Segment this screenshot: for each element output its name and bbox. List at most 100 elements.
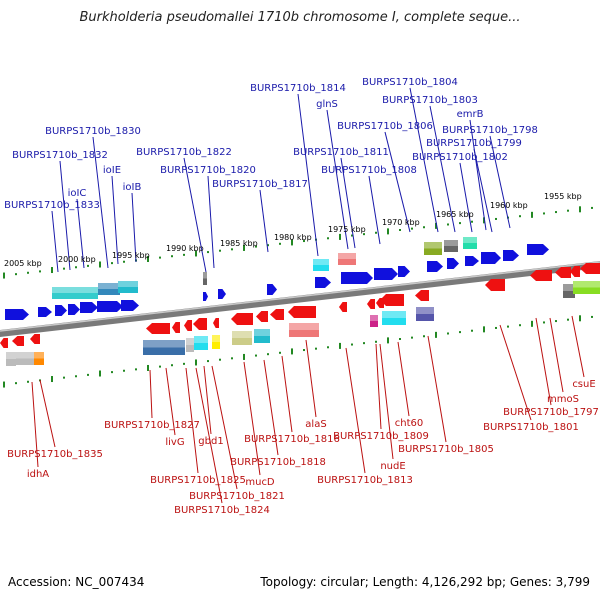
gene-label-alas[interactable]: alaS [305,419,326,430]
gene-label-burps1710b-1813[interactable]: BURPS1710b_1813 [317,475,413,486]
feature-block[interactable] [212,335,220,349]
gene-label-ioie[interactable]: ioIE [103,165,121,176]
gene-arrow[interactable] [193,318,207,330]
gene-arrow[interactable] [398,266,410,277]
gene-arrow[interactable] [341,272,373,284]
gene-arrow[interactable] [380,294,404,306]
gene-label-burps1710b-1797[interactable]: BURPS1710b_1797 [503,407,599,418]
gene-label-burps1710b-1816[interactable]: BURPS1710b_1816 [244,434,340,445]
gene-label-burps1710b-1822[interactable]: BURPS1710b_1822 [136,147,232,158]
gene-label-burps1710b-1814[interactable]: BURPS1710b_1814 [250,83,346,94]
gene-arrow[interactable] [288,306,316,318]
gene-label-burps1710b-1835[interactable]: BURPS1710b_1835 [7,449,103,460]
gene-label-burps1710b-1811[interactable]: BURPS1710b_1811 [293,147,389,158]
feature-block[interactable] [52,287,98,299]
gene-arrow[interactable] [427,261,443,272]
gene-label-burps1710b-1817[interactable]: BURPS1710b_1817 [212,179,308,190]
gene-label-burps1710b-1799[interactable]: BURPS1710b_1799 [426,138,522,149]
gene-label-burps1710b-1798[interactable]: BURPS1710b_1798 [442,125,538,136]
gene-arrow[interactable] [527,244,549,255]
feature-block[interactable] [118,281,138,293]
gene-label-livg[interactable]: livG [165,437,184,448]
gene-label-burps1710b-1832[interactable]: BURPS1710b_1832 [12,150,108,161]
gene-arrow[interactable] [38,307,52,317]
gene-arrow[interactable] [315,277,331,288]
gene-arrow[interactable] [80,302,98,313]
gene-label-burps1710b-1833[interactable]: BURPS1710b_1833 [4,200,100,211]
gene-label-idha[interactable]: idhA [27,469,49,480]
gene-arrow[interactable] [485,279,505,291]
gene-label-burps1710b-1803[interactable]: BURPS1710b_1803 [382,95,478,106]
gene-label-burps1710b-1808[interactable]: BURPS1710b_1808 [321,165,417,176]
gene-arrow[interactable] [146,323,170,334]
gene-label-burps1710b-1830[interactable]: BURPS1710b_1830 [45,126,141,137]
gene-label-cht60[interactable]: cht60 [395,418,423,429]
gene-arrow[interactable] [231,313,253,325]
gene-arrow[interactable] [580,263,600,274]
gene-label-ioic[interactable]: ioIC [68,188,87,199]
gene-label-burps1710b-1821[interactable]: BURPS1710b_1821 [189,491,285,502]
gene-arrow[interactable] [213,318,219,328]
gene-arrow[interactable] [339,302,347,312]
gene-arrow[interactable] [97,301,123,312]
gene-arrow[interactable] [570,266,580,277]
gene-label-gbd1[interactable]: gbd1 [198,436,223,447]
feature-block[interactable] [573,281,600,294]
gene-arrow[interactable] [415,290,429,301]
feature-block[interactable] [203,272,207,285]
feature-block[interactable] [34,352,44,365]
gene-arrow[interactable] [121,300,139,311]
gene-label-ioib[interactable]: ioIB [123,182,142,193]
gene-arrow[interactable] [270,309,284,320]
gene-label-glns[interactable]: glnS [316,99,338,110]
feature-block[interactable] [382,311,406,325]
feature-block[interactable] [143,340,185,355]
gene-arrow[interactable] [374,268,398,280]
feature-block[interactable] [254,329,270,343]
gene-label-burps1710b-1809[interactable]: BURPS1710b_1809 [333,431,429,442]
gene-arrow[interactable] [218,289,226,299]
feature-block[interactable] [232,331,252,345]
gene-arrow[interactable] [530,270,552,281]
gene-arrow[interactable] [184,320,192,331]
feature-block[interactable] [424,242,442,255]
gene-arrow[interactable] [55,305,67,316]
gene-label-burps1710b-1827[interactable]: BURPS1710b_1827 [104,420,200,431]
gene-label-burps1710b-1825[interactable]: BURPS1710b_1825 [150,475,246,486]
gene-label-burps1710b-1802[interactable]: BURPS1710b_1802 [412,152,508,163]
gene-label-burps1710b-1806[interactable]: BURPS1710b_1806 [337,121,433,132]
feature-block[interactable] [444,240,458,252]
gene-arrow[interactable] [30,334,40,344]
feature-block[interactable] [186,338,194,352]
feature-block[interactable] [289,323,319,337]
gene-arrow[interactable] [0,338,8,348]
gene-arrow[interactable] [481,252,501,264]
gene-label-csue[interactable]: csuE [572,379,595,390]
feature-block[interactable] [98,283,120,295]
gene-label-burps1710b-1805[interactable]: BURPS1710b_1805 [398,444,494,455]
feature-block[interactable] [416,307,434,321]
feature-block[interactable] [463,237,477,249]
gene-label-nude[interactable]: nudE [380,461,405,472]
feature-block[interactable] [6,352,16,366]
gene-arrow[interactable] [503,250,519,261]
gene-label-burps1710b-1801[interactable]: BURPS1710b_1801 [483,422,579,433]
feature-block[interactable] [194,336,208,350]
gene-arrow[interactable] [465,256,479,266]
gene-label-burps1710b-1818[interactable]: BURPS1710b_1818 [230,457,326,468]
gene-arrow[interactable] [172,322,180,333]
gene-label-burps1710b-1804[interactable]: BURPS1710b_1804 [362,77,458,88]
gene-label-mucd[interactable]: mucD [245,477,275,488]
gene-arrow[interactable] [203,292,208,301]
gene-label-emrb[interactable]: emrB [457,109,484,120]
feature-block[interactable] [563,284,575,298]
gene-arrow[interactable] [267,284,277,295]
feature-block[interactable] [313,259,329,271]
feature-block[interactable] [16,352,34,365]
feature-block[interactable] [370,315,378,327]
gene-arrow[interactable] [5,309,29,320]
gene-arrow[interactable] [555,267,571,278]
feature-block[interactable] [338,253,356,265]
gene-label-mmos[interactable]: mmoS [547,394,579,405]
gene-arrow[interactable] [367,299,375,309]
